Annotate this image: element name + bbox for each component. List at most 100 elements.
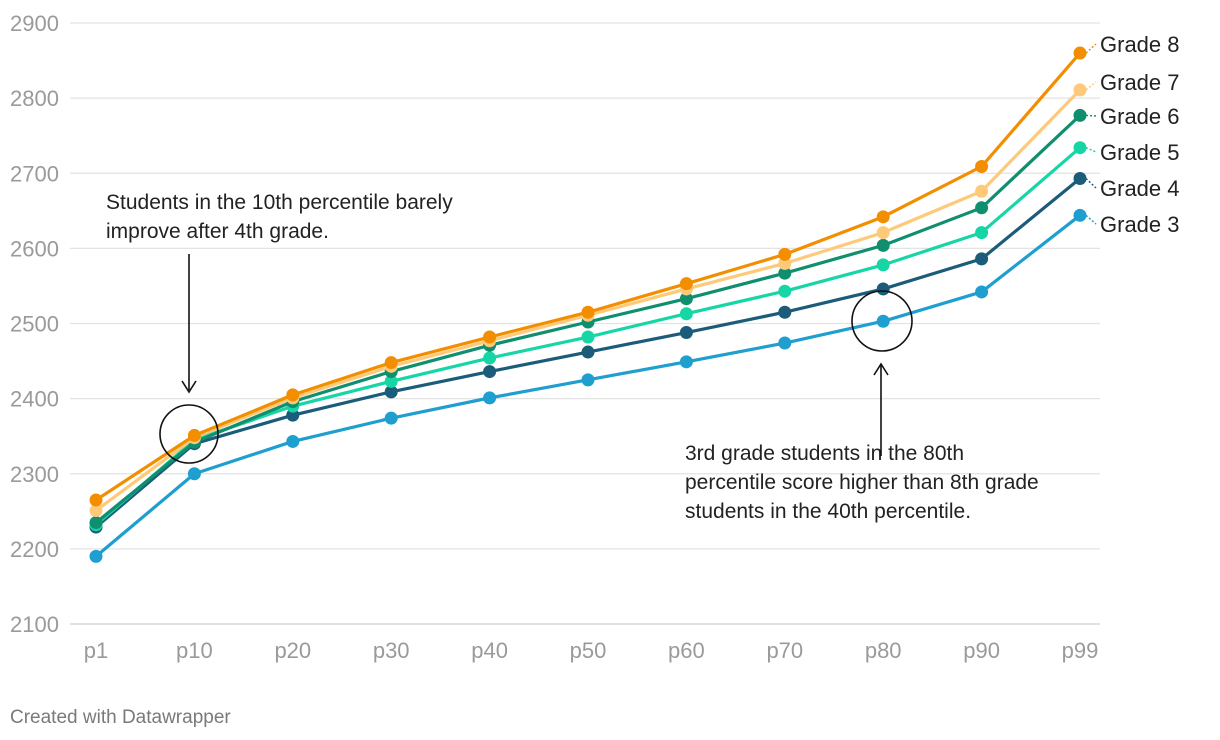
data-point-grade-4-p20	[286, 408, 300, 422]
data-point-grade-8-p90	[975, 159, 989, 173]
y-tick-label: 2600	[10, 236, 59, 261]
annotation-arrowhead-80th	[873, 362, 889, 376]
data-point-grade-3-p1	[89, 549, 103, 563]
annotation-80th-percentile: 3rd grade students in the 80th percentil…	[685, 442, 1045, 523]
annotation-80th-line-2: percentile score higher than 8th grade	[685, 471, 1039, 494]
data-point-grade-3-p10	[187, 467, 201, 481]
annotation-arrowhead-10th	[181, 380, 197, 394]
data-point-grade-5-p50	[581, 330, 595, 344]
data-point-grade-5-p90	[975, 226, 989, 240]
x-tick-label: p40	[471, 638, 508, 663]
data-point-grade-7-p70	[778, 256, 792, 270]
data-point-grade-5-p99	[1073, 141, 1087, 155]
x-tick-label: p1	[84, 638, 108, 663]
x-tick-label: p99	[1062, 638, 1099, 663]
legend-connector-grade-8	[1085, 43, 1097, 54]
annotation-10th-line-1: Students in the 10th percentile barely	[106, 191, 453, 214]
data-point-grade-3-p80	[876, 314, 890, 328]
data-point-grade-3-p60	[679, 355, 693, 369]
data-point-grade-5-p80	[876, 258, 890, 272]
data-point-grade-3-p70	[778, 336, 792, 350]
series-line-grade-8	[94, 51, 1082, 502]
legend-label-grade-8: Grade 8	[1100, 32, 1180, 57]
data-point-grade-8-p1	[89, 493, 103, 507]
legend-label-grade-4: Grade 4	[1100, 176, 1180, 201]
y-tick-label: 2900	[10, 11, 59, 36]
data-point-grade-5-p60	[679, 307, 693, 321]
y-tick-label: 2300	[10, 462, 59, 487]
data-point-grade-7-p80	[876, 226, 890, 240]
data-point-grade-8-p50	[581, 305, 595, 319]
x-tick-label: p20	[274, 638, 311, 663]
data-point-grade-6-p70	[778, 266, 792, 280]
data-point-grade-7-p1	[89, 504, 103, 518]
legend: Grade 3 Grade 4 Grade 5 Grade 6 Grade 7 Grade…	[1085, 32, 1180, 237]
y-tick-label: 2800	[10, 86, 59, 111]
data-point-grade-8-p70	[778, 247, 792, 261]
data-point-grade-3-p50	[581, 373, 595, 387]
legend-connector-grade-5	[1085, 147, 1097, 153]
y-tick-label: 2200	[10, 537, 59, 562]
annotation-circle-80th	[851, 290, 913, 352]
data-point-grade-4-p90	[975, 252, 989, 266]
data-point-grade-8-p60	[679, 277, 693, 291]
x-tick-label: p10	[176, 638, 213, 663]
data-point-grade-5-p70	[778, 284, 792, 298]
data-point-grade-4-p30	[384, 385, 398, 399]
data-point-grade-6-p99	[1073, 108, 1087, 122]
data-point-grade-4-p60	[679, 326, 693, 340]
data-point-grade-3-p90	[975, 285, 989, 299]
data-point-grade-8-p30	[384, 356, 398, 370]
data-point-grade-4-p99	[1073, 172, 1087, 186]
x-tick-label: p90	[963, 638, 1000, 663]
series-grade-8	[89, 46, 1087, 507]
data-point-grade-4-p70	[778, 305, 792, 319]
legend-label-grade-6: Grade 6	[1100, 104, 1180, 129]
data-point-grade-7-p99	[1073, 83, 1087, 97]
legend-label-grade-7: Grade 7	[1100, 70, 1180, 95]
data-point-grade-8-p80	[876, 210, 890, 224]
legend-connector-grade-4	[1085, 177, 1097, 189]
data-point-grade-3-p40	[483, 391, 497, 405]
x-tick-label: p70	[766, 638, 803, 663]
data-point-grade-3-p30	[384, 411, 398, 425]
data-point-grade-4-p50	[581, 345, 595, 359]
y-axis-ticks: 2100 2200 2300 2400 2500 2600 2700 2800 2900	[10, 11, 59, 637]
annotation-10th-percentile: Students in the 10th percentile barely i…	[106, 191, 459, 243]
series-lines	[89, 46, 1087, 563]
y-tick-label: 2400	[10, 387, 59, 412]
series-grade-3	[89, 208, 1087, 563]
legend-connector-grade-3	[1085, 214, 1097, 225]
data-point-grade-6-p90	[975, 201, 989, 215]
x-tick-label: p60	[668, 638, 705, 663]
legend-label-grade-5: Grade 5	[1100, 140, 1180, 165]
data-point-grade-4-p80	[876, 282, 890, 296]
x-tick-label: p80	[865, 638, 902, 663]
x-tick-label: p30	[373, 638, 410, 663]
data-point-grade-8-p40	[483, 330, 497, 344]
y-tick-label: 2100	[10, 612, 59, 637]
data-point-grade-5-p40	[483, 351, 497, 365]
y-tick-label: 2700	[10, 161, 59, 186]
annotation-80th-line-3: students in the 40th percentile.	[685, 500, 971, 523]
y-tick-label: 2500	[10, 312, 59, 337]
data-point-grade-3-p20	[286, 434, 300, 448]
data-point-grade-6-p1	[89, 516, 103, 530]
data-point-grade-6-p60	[679, 292, 693, 306]
x-tick-label: p50	[570, 638, 607, 663]
data-point-grade-8-p10	[187, 428, 201, 442]
data-point-grade-8-p20	[286, 388, 300, 402]
x-axis-ticks: p1 p10 p20 p30 p40 p50 p60 p70 p80 p90 p99	[84, 638, 1099, 663]
data-point-grade-7-p90	[975, 184, 989, 198]
legend-connector-grade-7	[1085, 81, 1097, 91]
annotation-10th-line-2: improve after 4th grade.	[106, 220, 329, 243]
legend-label-grade-3: Grade 3	[1100, 212, 1180, 237]
data-point-grade-6-p80	[876, 238, 890, 252]
annotation-80th-line-1: 3rd grade students in the 80th	[685, 442, 964, 465]
data-point-grade-8-p99	[1073, 46, 1087, 60]
data-point-grade-3-p99	[1073, 208, 1087, 222]
data-point-grade-5-p30	[384, 374, 398, 388]
data-point-grade-4-p40	[483, 365, 497, 379]
